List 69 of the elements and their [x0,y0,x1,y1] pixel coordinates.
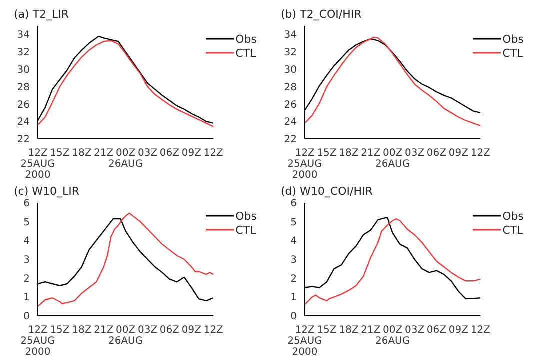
y-tick-label: 28 [284,82,297,94]
y-tick-label: 1 [24,292,30,304]
line-series [305,36,481,127]
y-tick-label: 32 [284,48,297,59]
x-tick-label: 03Z [138,325,158,336]
x-tick-label: 18Z [339,148,359,159]
legend-label: CTL [502,224,524,236]
x-tick-label: 12Z [204,325,224,336]
x-tick-label: 18Z [339,325,359,336]
x-tick-label: 12Z [470,325,491,336]
y-tick-label: 24 [284,117,297,128]
legend-label: Obs [236,32,257,46]
y-tick-label: 0 [24,312,30,323]
x-tick-label: 21Z [94,325,114,336]
x-tick-label: 15Z [317,325,337,336]
y-tick-label: 4 [290,236,297,248]
y-tick-label: 3 [24,255,30,266]
y-tick-label: 30 [17,65,30,76]
legend-label: CTL [236,224,256,236]
x-tick-label: 09Z [182,325,202,336]
chart-title: (c) W10_LIR [14,185,80,198]
y-tick-label: 24 [17,117,30,128]
y-tick-label: 5 [24,217,30,228]
y-tick-label: 1 [290,292,297,304]
y-tick-label: 2 [24,274,30,285]
y-tick-label: 3 [290,255,297,266]
legend-label: CTL [236,46,256,60]
legend-label: CTL [502,46,524,60]
x-tick-label: 06Z [160,325,180,336]
y-tick-label: 2 [290,274,297,285]
legend-label: Obs [236,210,257,222]
x-tick-label: 18Z [72,325,92,336]
y-tick-label: 34 [284,30,297,42]
x-tick-label: 18Z [72,148,92,159]
x-tick-label: 06Z [160,148,180,159]
x-tick-label: 15Z [317,148,337,159]
y-tick-label: 32 [17,48,30,59]
chart-title: (b) T2_COI/HIR [281,8,362,21]
y-tick-label: 22 [284,134,297,146]
y-tick-label: 4 [24,236,30,248]
y-tick-label: 28 [17,82,30,94]
y-tick-label: 6 [290,198,297,210]
x-tick-label: 03Z [404,148,425,159]
x-tick-label: 21Z [361,148,381,159]
chart-title: (d) W10_COI/HIR [281,185,373,198]
y-tick-label: 6 [24,198,30,210]
y-tick-label: 34 [17,30,30,42]
x-tick-label: 21Z [361,325,381,336]
x-tick-label: 06Z [426,148,447,159]
x-tick-label: 15Z [50,325,70,336]
x-tick-label: 09Z [182,148,202,159]
y-tick-label: 26 [17,100,30,111]
x-tick-label: 12Z [204,148,224,159]
x-tick-label: 09Z [448,325,469,336]
x-tick-label: 12Z [470,148,491,159]
y-tick-label: 0 [290,312,297,323]
x-tick-label: 09Z [448,148,469,159]
legend-label: Obs [502,32,524,46]
y-tick-label: 22 [17,134,30,146]
x-tick-label: 03Z [404,325,425,336]
x-tick-label: 06Z [426,325,447,336]
x-tick-label: 15Z [50,148,70,159]
legend-label: Obs [502,210,524,222]
y-tick-label: 5 [290,217,297,228]
x-tick-label: 21Z [94,148,114,159]
x-tick-label: 03Z [138,148,158,159]
y-tick-label: 30 [284,65,297,76]
chart-title: (a) T2_LIR [14,8,70,21]
y-tick-label: 26 [284,100,297,111]
